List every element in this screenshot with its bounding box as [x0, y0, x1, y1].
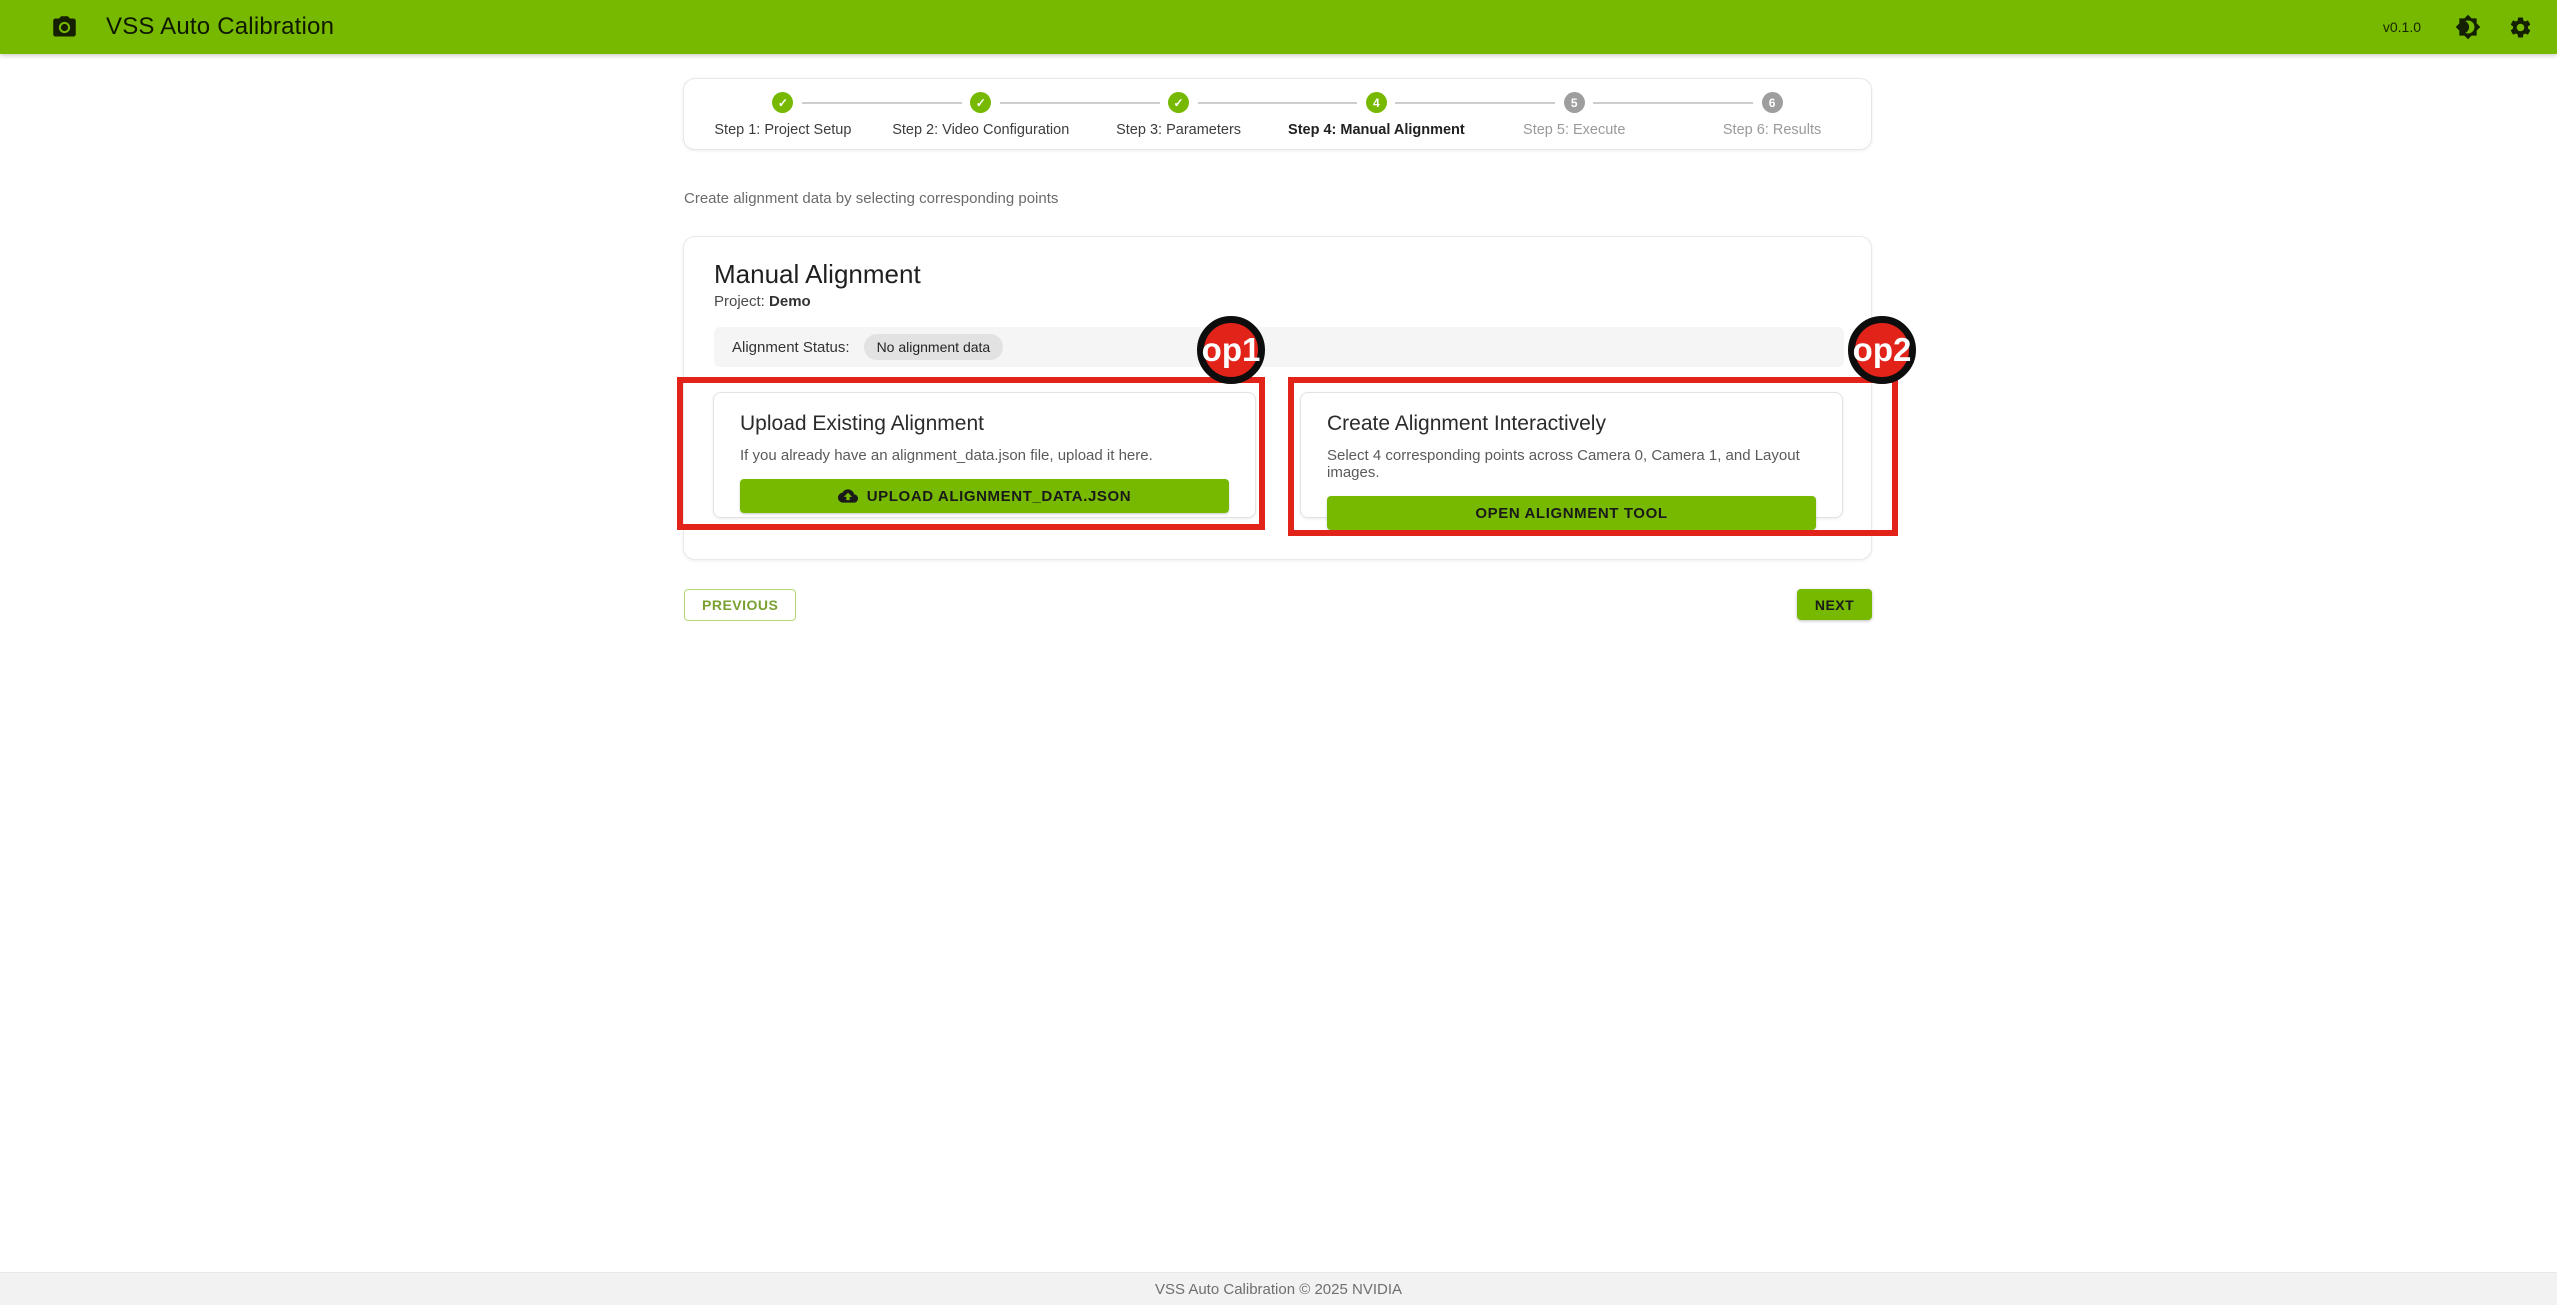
- panel-title: Manual Alignment: [714, 259, 921, 289]
- option-description: Select 4 corresponding points across Cam…: [1327, 447, 1800, 481]
- next-button[interactable]: NEXT: [1797, 589, 1872, 620]
- step-label: Step 6: Results: [1722, 122, 1822, 138]
- option-description: If you already have an alignment_data.js…: [740, 447, 1153, 464]
- stepper-step-4: 4 Step 4: Manual Alignment: [1277, 92, 1556, 138]
- step-connector: [1395, 102, 1556, 104]
- settings-button[interactable]: [2499, 6, 2541, 48]
- page-instruction: Create alignment data by selecting corre…: [684, 190, 1059, 207]
- cloud-upload-icon: [837, 489, 858, 503]
- brightness-icon: [2455, 14, 2481, 40]
- step-number-badge: 4: [1365, 92, 1387, 113]
- app-version: v0.1.0: [2382, 19, 2421, 35]
- footer-text: VSS Auto Calibration © 2025 NVIDIA: [1154, 1280, 1403, 1298]
- step-connector: [801, 102, 962, 104]
- upload-alignment-data-button[interactable]: UPLOAD ALIGNMENT_DATA.JSON: [740, 479, 1229, 513]
- upload-button-label: UPLOAD ALIGNMENT_DATA.JSON: [866, 487, 1132, 505]
- step-label: Step 2: Video Configuration: [892, 122, 1070, 138]
- status-label: Alignment Status:: [732, 338, 850, 356]
- option-card-interactive: Create Alignment Interactively Select 4 …: [1300, 392, 1843, 530]
- check-icon: ✓: [970, 92, 992, 113]
- camera-icon: [52, 15, 76, 36]
- gear-icon: [2510, 17, 2530, 37]
- step-label: Step 5: Execute: [1523, 122, 1626, 138]
- stepper-step-1: ✓ Step 1: Project Setup: [684, 92, 962, 138]
- project-line: Project: Demo: [714, 293, 811, 310]
- step-number-badge: 5: [1563, 92, 1585, 113]
- stepper-step-5: 5 Step 5: Execute: [1475, 92, 1754, 138]
- stepper-step-6: 6 Step 6: Results: [1673, 92, 1871, 138]
- option-title: Create Alignment Interactively: [1327, 412, 1606, 435]
- option-title: Upload Existing Alignment: [740, 412, 984, 435]
- app-title: VSS Auto Calibration: [106, 13, 335, 40]
- option-card-upload: Upload Existing Alignment If you already…: [713, 392, 1256, 518]
- previous-button[interactable]: PREVIOUS: [684, 589, 797, 621]
- project-label: Project:: [714, 293, 765, 310]
- app-footer: VSS Auto Calibration © 2025 NVIDIA: [0, 1272, 2557, 1305]
- step-label: Step 3: Parameters: [1116, 122, 1242, 138]
- theme-toggle-button[interactable]: [2447, 6, 2489, 48]
- step-connector: [999, 102, 1160, 104]
- annotation-badge-op2: op2: [1848, 316, 1916, 384]
- check-icon: ✓: [1168, 92, 1190, 113]
- camera-icon-button[interactable]: [44, 7, 84, 47]
- check-icon: ✓: [772, 92, 794, 113]
- step-label: Step 1: Project Setup: [714, 122, 852, 138]
- annotation-badge-op1: op1: [1197, 316, 1265, 384]
- step-connector: [1197, 102, 1358, 104]
- step-number-badge: 6: [1761, 92, 1783, 113]
- step-connector: [1593, 102, 1754, 104]
- app-header: VSS Auto Calibration v0.1.0: [0, 0, 2557, 54]
- status-chip: No alignment data: [863, 334, 1004, 360]
- open-alignment-tool-button[interactable]: OPEN ALIGNMENT TOOL: [1327, 496, 1816, 530]
- open-tool-button-label: OPEN ALIGNMENT TOOL: [1475, 504, 1668, 522]
- status-bar: Alignment Status: No alignment data: [714, 327, 1844, 367]
- stepper-step-2: ✓ Step 2: Video Configuration: [882, 92, 1160, 138]
- project-name: Demo: [769, 293, 811, 310]
- stepper-card: ✓ Step 1: Project Setup ✓ Step 2: Video …: [683, 78, 1872, 150]
- step-label: Step 4: Manual Alignment: [1288, 122, 1465, 138]
- stepper-step-3: ✓ Step 3: Parameters: [1080, 92, 1358, 138]
